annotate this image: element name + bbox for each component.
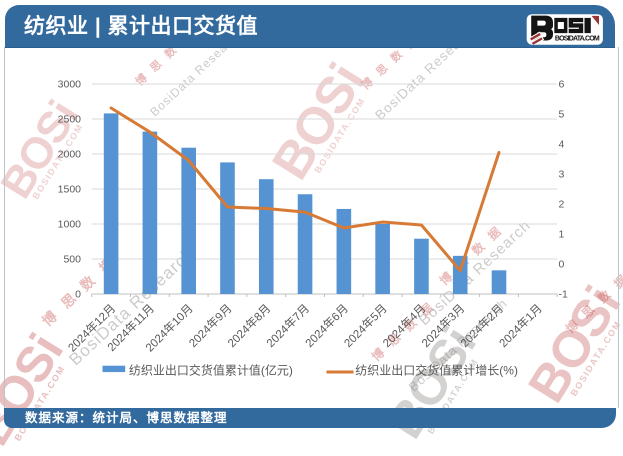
- svg-text:-1: -1: [559, 289, 568, 301]
- svg-text:0: 0: [75, 289, 81, 301]
- svg-text:1: 1: [559, 229, 565, 241]
- svg-text:500: 500: [63, 254, 81, 266]
- svg-text:2: 2: [559, 199, 565, 211]
- svg-text:2000: 2000: [58, 149, 82, 161]
- svg-text:4: 4: [559, 139, 565, 151]
- svg-text:BOSIDATA.COM: BOSIDATA.COM: [555, 35, 600, 42]
- svg-text:纺织业出口交货值累计值(亿元): 纺织业出口交货值累计值(亿元): [129, 362, 293, 377]
- svg-text:2500: 2500: [58, 114, 82, 126]
- svg-text:5: 5: [559, 109, 565, 121]
- svg-text:3: 3: [559, 169, 565, 181]
- svg-text:1000: 1000: [58, 219, 82, 231]
- svg-text:纺织业出口交货值累计增长(%): 纺织业出口交货值累计增长(%): [355, 362, 518, 377]
- svg-text:6: 6: [559, 79, 565, 91]
- svg-text:3000: 3000: [58, 79, 82, 91]
- svg-text:0: 0: [559, 259, 565, 271]
- svg-text:1500: 1500: [58, 184, 82, 196]
